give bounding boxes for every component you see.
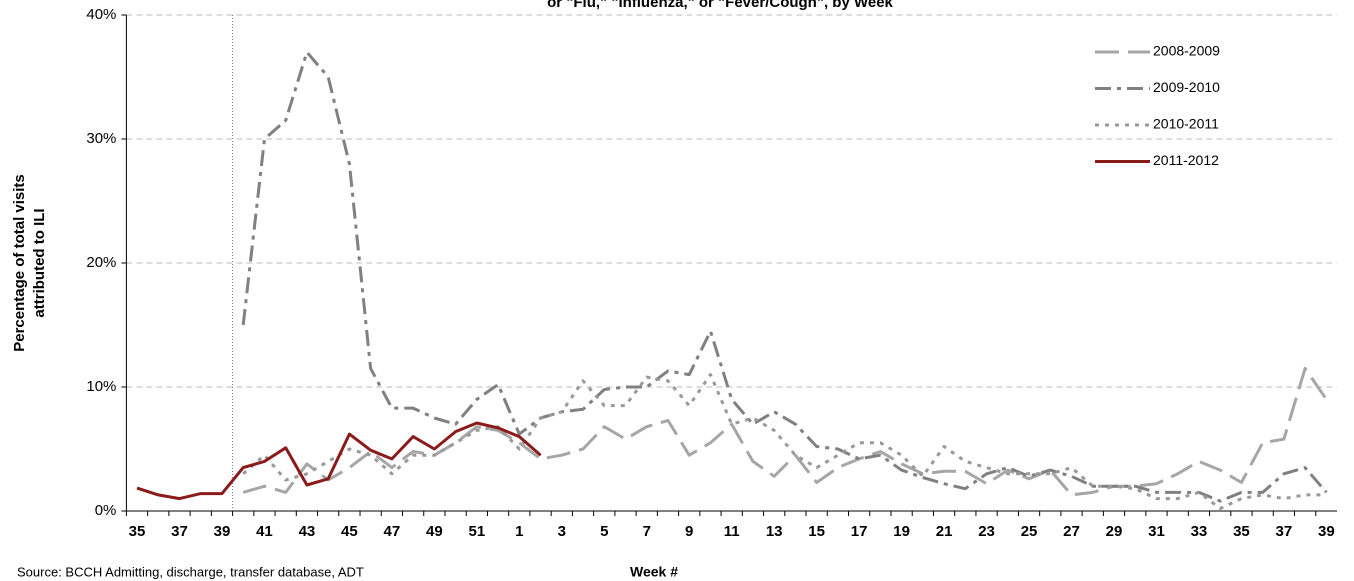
x-tick-label: 17 (851, 523, 868, 540)
y-tick-label: 40% (86, 6, 116, 23)
x-tick-label: 45 (341, 523, 358, 540)
x-tick-label: 25 (1021, 523, 1038, 540)
x-tick-label: 35 (129, 523, 146, 540)
x-tick-label: 49 (426, 523, 443, 540)
series-line (242, 373, 1327, 510)
x-tick-label: 13 (766, 523, 783, 540)
x-tick-label: 9 (685, 523, 693, 540)
x-tick-label: 3 (558, 523, 566, 540)
y-tick-label: 30% (86, 130, 116, 147)
x-tick-label: 43 (299, 523, 316, 540)
legend-label: 2009-2010 (1153, 79, 1220, 95)
x-tick-label: 7 (643, 523, 651, 540)
x-tick-label: 21 (936, 523, 953, 540)
x-tick-label: 39 (214, 523, 231, 540)
x-tick-label: 11 (724, 523, 740, 540)
x-tick-label: 39 (1318, 523, 1335, 540)
x-tick-label: 5 (600, 523, 608, 540)
x-tick-label: 51 (468, 523, 485, 540)
source-note: Source: BCCH Admitting, discharge, trans… (17, 564, 364, 579)
x-tick-label: 37 (171, 523, 188, 540)
x-tick-label: 33 (1191, 523, 1208, 540)
series-line (242, 366, 1328, 497)
x-tick-label: 41 (256, 523, 273, 540)
chart-title: or "Flu," "Influenza," or "Fever/Cough",… (547, 0, 893, 11)
x-tick-label: 37 (1276, 523, 1293, 540)
y-axis-label: Percentage of total visits (11, 174, 28, 352)
y-tick-label: 10% (86, 378, 116, 395)
y-tick-label: 0% (95, 502, 117, 519)
series-line (136, 421, 542, 501)
legend-label: 2008-2009 (1153, 43, 1220, 59)
x-tick-label: 19 (893, 523, 910, 540)
legend-label: 2011-2012 (1153, 152, 1219, 168)
x-tick-label: 1 (515, 523, 523, 540)
x-tick-label: 15 (808, 523, 825, 540)
series-line (241, 50, 1328, 503)
y-axis-label: attributed to ILI (31, 208, 48, 317)
x-tick-label: 27 (1063, 523, 1080, 540)
x-tick-label: 29 (1106, 523, 1123, 540)
legend-label: 2010-2011 (1153, 116, 1219, 132)
x-tick-label: 31 (1148, 523, 1165, 540)
x-tick-label: 23 (978, 523, 995, 540)
x-tick-label: 47 (384, 523, 401, 540)
y-tick-label: 20% (86, 254, 116, 271)
x-axis-label: Week # (630, 564, 678, 580)
x-tick-label: 35 (1233, 523, 1250, 540)
